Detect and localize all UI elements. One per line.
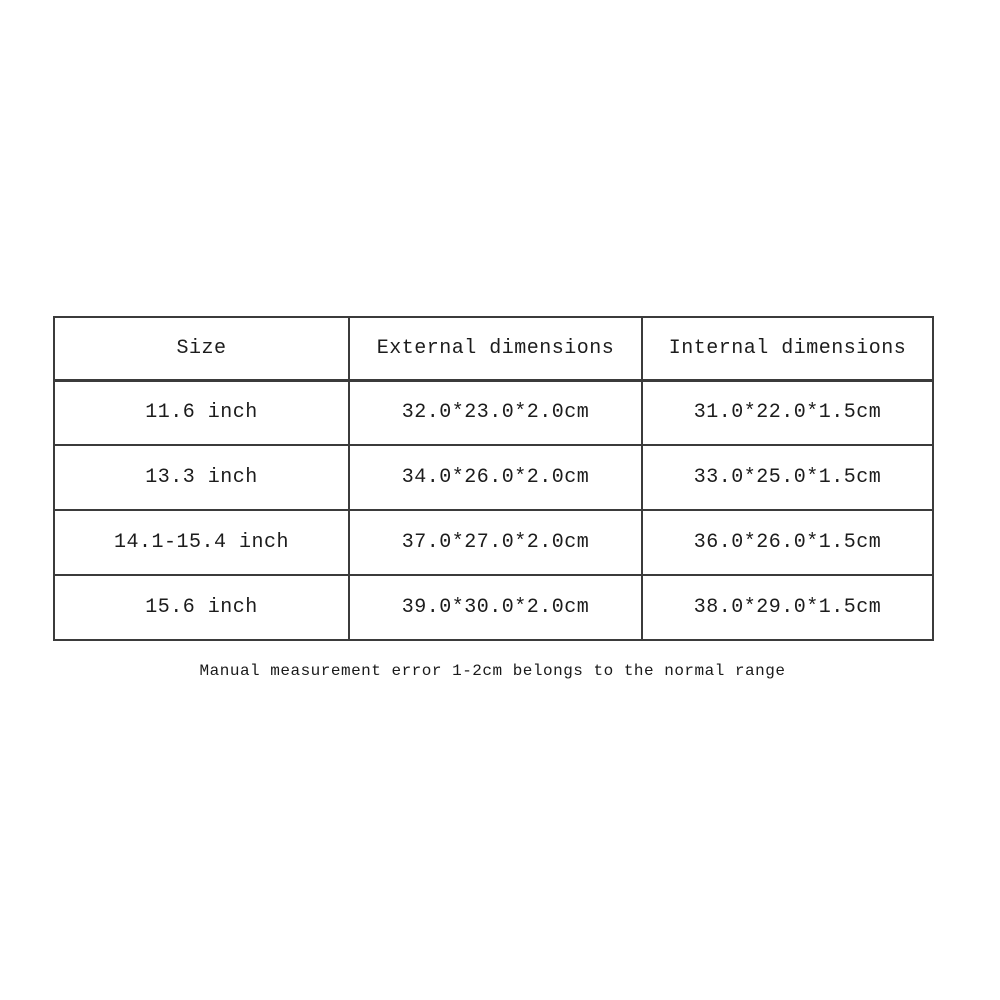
table-cell-size: 11.6 inch [53,379,350,446]
column-header-size: Size [53,316,350,382]
table-cell-external: 34.0*26.0*2.0cm [348,444,643,511]
table-cell-size: 15.6 inch [53,574,350,641]
column-header-internal-dimensions: Internal dimensions [641,316,934,382]
table-header-row: Size External dimensions Internal dimens… [53,316,934,382]
size-chart-container: Size External dimensions Internal dimens… [53,316,934,680]
table-row: 11.6 inch 32.0*23.0*2.0cm 31.0*22.0*1.5c… [53,379,934,446]
column-header-external-dimensions: External dimensions [348,316,643,382]
table-cell-external: 37.0*27.0*2.0cm [348,509,643,576]
table-row: 13.3 inch 34.0*26.0*2.0cm 33.0*25.0*1.5c… [53,444,934,511]
table-cell-internal: 36.0*26.0*1.5cm [641,509,934,576]
measurement-note: Manual measurement error 1-2cm belongs t… [199,662,786,680]
table-cell-size: 14.1-15.4 inch [53,509,350,576]
table-row: 15.6 inch 39.0*30.0*2.0cm 38.0*29.0*1.5c… [53,574,934,641]
table-cell-external: 39.0*30.0*2.0cm [348,574,643,641]
table-row: 14.1-15.4 inch 37.0*27.0*2.0cm 36.0*26.0… [53,509,934,576]
size-table: Size External dimensions Internal dimens… [53,316,934,641]
table-cell-size: 13.3 inch [53,444,350,511]
table-cell-internal: 33.0*25.0*1.5cm [641,444,934,511]
table-cell-external: 32.0*23.0*2.0cm [348,379,643,446]
table-cell-internal: 31.0*22.0*1.5cm [641,379,934,446]
table-cell-internal: 38.0*29.0*1.5cm [641,574,934,641]
